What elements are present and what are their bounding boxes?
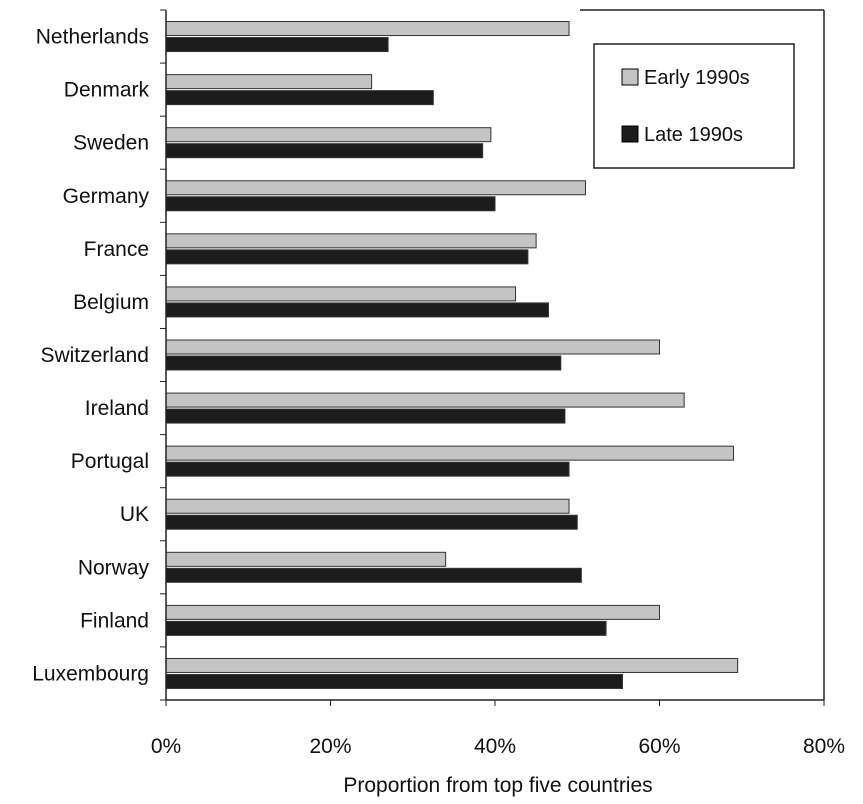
bar-france-late-1990s — [165, 249, 529, 265]
bar-denmark-late-1990s — [165, 90, 434, 106]
legend-box — [593, 43, 795, 169]
legend-swatch-early-1990s — [621, 68, 639, 86]
category-label-denmark: Denmark — [64, 79, 150, 102]
category-label-portugal: Portugal — [71, 450, 149, 473]
bar-uk-early-1990s — [165, 498, 570, 514]
category-label-sweden: Sweden — [73, 132, 149, 155]
bar-belgium-early-1990s — [165, 286, 517, 302]
bar-germany-early-1990s — [165, 180, 586, 196]
bar-switzerland-late-1990s — [165, 355, 562, 371]
bar-norway-late-1990s — [165, 567, 582, 583]
bar-uk-late-1990s — [165, 514, 578, 530]
bar-germany-late-1990s — [165, 196, 496, 212]
bar-netherlands-late-1990s — [165, 37, 389, 53]
bar-portugal-late-1990s — [165, 461, 570, 477]
category-label-norway: Norway — [78, 556, 150, 579]
bar-netherlands-early-1990s — [165, 21, 570, 37]
legend-label-late-1990s: Late 1990s — [644, 124, 743, 146]
bar-france-early-1990s — [165, 233, 537, 249]
bar-switzerland-early-1990s — [165, 339, 660, 355]
bar-finland-early-1990s — [165, 604, 660, 620]
bar-ireland-early-1990s — [165, 392, 685, 408]
bar-sweden-late-1990s — [165, 143, 484, 159]
axes — [160, 9, 825, 706]
x-tick-labels: 0% 20% 40% 60% 80% — [151, 735, 845, 758]
bar-finland-late-1990s — [165, 620, 607, 636]
bar-portugal-early-1990s — [165, 445, 735, 461]
legend: Early 1990s Late 1990s — [593, 43, 795, 169]
x-tick-label-0: 0% — [151, 735, 181, 758]
category-label-france: France — [84, 238, 149, 261]
x-axis-label: Proportion from top five countries — [343, 774, 652, 797]
category-label-switzerland: Switzerland — [40, 344, 149, 367]
bar-ireland-late-1990s — [165, 408, 566, 424]
legend-swatch-late-1990s — [621, 125, 639, 143]
bar-denmark-early-1990s — [165, 74, 373, 90]
x-tick-label-20: 20% — [309, 735, 351, 758]
category-label-luxembourg: Luxembourg — [32, 662, 149, 685]
bar-norway-early-1990s — [165, 551, 447, 567]
x-tick-label-80: 80% — [803, 735, 845, 758]
bar-luxembourg-late-1990s — [165, 673, 623, 689]
category-label-uk: UK — [120, 503, 149, 526]
category-label-ireland: Ireland — [85, 397, 149, 420]
x-tick-label-60: 60% — [638, 735, 680, 758]
category-label-netherlands: Netherlands — [36, 26, 149, 49]
bar-belgium-late-1990s — [165, 302, 549, 318]
category-label-germany: Germany — [63, 185, 150, 208]
bar-luxembourg-early-1990s — [165, 657, 739, 673]
legend-label-early-1990s: Early 1990s — [644, 67, 750, 89]
category-labels: Netherlands Denmark Sweden Germany France Bel… — [32, 26, 149, 686]
category-label-belgium: Belgium — [73, 291, 149, 314]
category-label-finland: Finland — [80, 609, 149, 632]
x-tick-label-40: 40% — [474, 735, 516, 758]
bar-sweden-early-1990s — [165, 127, 492, 143]
